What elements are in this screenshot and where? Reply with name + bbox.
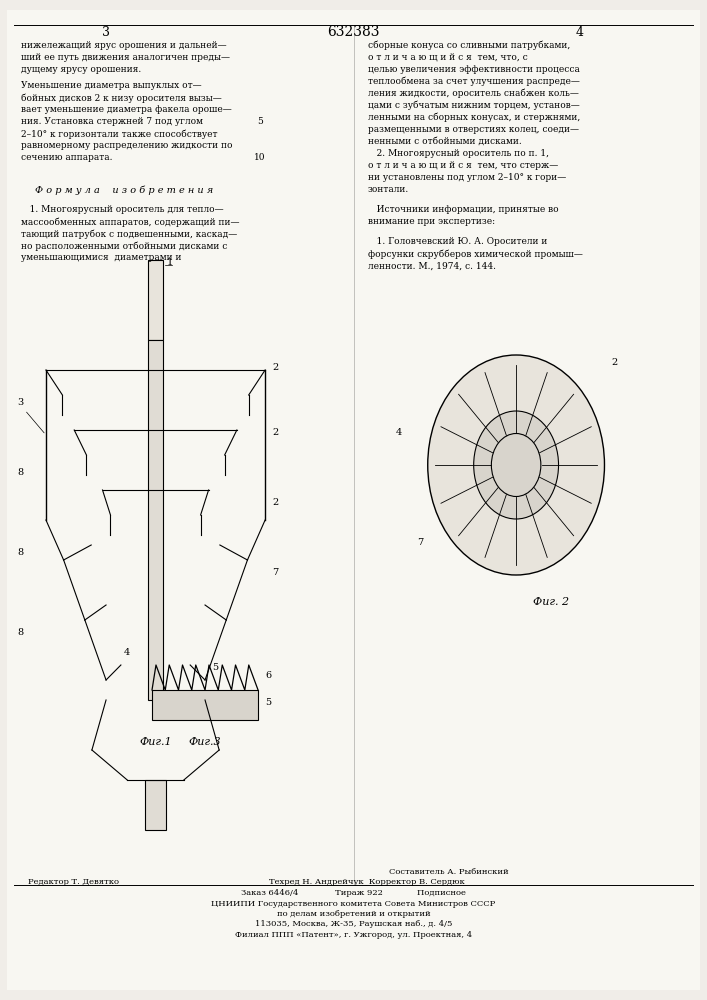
Text: о т л и ч а ю щ и й с я  тем, что, с: о т л и ч а ю щ и й с я тем, что, с <box>368 52 527 62</box>
Text: 1: 1 <box>167 258 173 267</box>
Text: Ф о р м у л а    и з о б р е т е н и я: Ф о р м у л а и з о б р е т е н и я <box>35 185 214 195</box>
Text: по делам изобретений и открытий: по делам изобретений и открытий <box>276 910 431 918</box>
Text: 3: 3 <box>102 25 110 38</box>
Text: теплообмена за счет улучшения распреде—: теплообмена за счет улучшения распреде— <box>368 76 580 86</box>
Text: 3: 3 <box>18 398 24 407</box>
Text: 2: 2 <box>272 428 279 437</box>
FancyBboxPatch shape <box>152 690 258 720</box>
Text: но расположенными отбойными дисками с: но расположенными отбойными дисками с <box>21 241 228 251</box>
Text: 2: 2 <box>272 498 279 507</box>
Text: дущему ярусу орошения.: дущему ярусу орошения. <box>21 64 141 74</box>
FancyBboxPatch shape <box>148 260 163 340</box>
Text: о т л и ч а ю щ и й с я  тем, что стерж—: о т л и ч а ю щ и й с я тем, что стерж— <box>368 160 558 169</box>
Text: 2. Многоярусный ороситель по п. 1,: 2. Многоярусный ороситель по п. 1, <box>368 148 549 157</box>
Text: 7: 7 <box>417 538 423 547</box>
Text: Техред Н. Андрейчук  Корректор В. Сердюк: Техред Н. Андрейчук Корректор В. Сердюк <box>269 878 464 886</box>
Text: ЦНИИПИ Государственного комитета Совета Министров СССР: ЦНИИПИ Государственного комитета Совета … <box>211 900 496 908</box>
Text: ленности. М., 1974, с. 144.: ленности. М., 1974, с. 144. <box>368 261 496 270</box>
Text: Заказ 6446/4              Тираж 922             Подписное: Заказ 6446/4 Тираж 922 Подписное <box>241 889 466 897</box>
Text: 6: 6 <box>265 670 271 680</box>
Text: Фиг.3: Фиг.3 <box>189 737 221 747</box>
Text: сечению аппарата.: сечению аппарата. <box>21 153 112 162</box>
Text: массообменных аппаратов, содержащий пи—: массообменных аппаратов, содержащий пи— <box>21 217 240 227</box>
Text: Уменьшение диаметра выпуклых от—: Уменьшение диаметра выпуклых от— <box>21 82 201 91</box>
Text: равномерному распределению жидкости по: равномерному распределению жидкости по <box>21 141 233 150</box>
Text: 632383: 632383 <box>327 25 380 39</box>
Text: ления жидкости, ороситель снабжен коль—: ления жидкости, ороситель снабжен коль— <box>368 88 578 98</box>
Ellipse shape <box>428 355 604 575</box>
Text: ния. Установка стержней 7 под углом: ния. Установка стержней 7 под углом <box>21 117 203 126</box>
Text: зонтали.: зонтали. <box>368 184 409 194</box>
Text: тающий патрубок с подвешенными, каскад—: тающий патрубок с подвешенными, каскад— <box>21 229 238 239</box>
Text: 4: 4 <box>124 648 130 657</box>
Text: вает уменьшение диаметра факела ороше—: вает уменьшение диаметра факела ороше— <box>21 105 232 114</box>
Text: 2: 2 <box>612 358 618 367</box>
Text: внимание при экспертизе:: внимание при экспертизе: <box>368 218 495 227</box>
FancyBboxPatch shape <box>145 780 166 830</box>
Text: 4: 4 <box>396 428 402 437</box>
Text: нижележащий ярус орошения и дальней—: нижележащий ярус орошения и дальней— <box>21 40 227 49</box>
Text: уменьшающимися  диаметрами и: уменьшающимися диаметрами и <box>21 253 182 262</box>
Text: бойных дисков 2 к низу оросителя вызы—: бойных дисков 2 к низу оросителя вызы— <box>21 93 222 103</box>
Text: Фиг.1: Фиг.1 <box>139 737 172 747</box>
Text: 1. Головчевский Ю. А. Оросители и: 1. Головчевский Ю. А. Оросители и <box>368 237 547 246</box>
Text: размещенными в отверстиях колец, соеди—: размещенными в отверстиях колец, соеди— <box>368 124 578 133</box>
Text: 5: 5 <box>265 698 271 707</box>
Text: 4: 4 <box>575 25 584 38</box>
Text: 10: 10 <box>255 152 266 161</box>
Text: Составитель А. Рыбинский: Составитель А. Рыбинский <box>389 868 508 876</box>
Text: 5: 5 <box>257 116 263 125</box>
Text: 5: 5 <box>212 663 218 672</box>
Text: ленными на сборных конусах, и стержнями,: ленными на сборных конусах, и стержнями, <box>368 112 580 122</box>
Text: 113035, Москва, Ж-35, Раушская наб., д. 4/5: 113035, Москва, Ж-35, Раушская наб., д. … <box>255 920 452 928</box>
FancyBboxPatch shape <box>148 340 163 700</box>
Text: цами с зубчатым нижним торцем, установ—: цами с зубчатым нижним торцем, установ— <box>368 100 580 110</box>
Text: 2: 2 <box>272 363 279 372</box>
Text: Филиал ППП «Патент», г. Ужгород, ул. Проектная, 4: Филиал ППП «Патент», г. Ужгород, ул. Про… <box>235 931 472 939</box>
Text: Редактор Т. Девятко: Редактор Т. Девятко <box>28 878 119 886</box>
Ellipse shape <box>491 434 541 496</box>
Text: ни установлены под углом 2–10° к гори—: ни установлены под углом 2–10° к гори— <box>368 172 566 182</box>
Text: 8: 8 <box>18 548 24 557</box>
Text: Фиг. 2: Фиг. 2 <box>533 597 570 607</box>
Text: 7: 7 <box>272 568 279 577</box>
FancyBboxPatch shape <box>7 10 700 990</box>
Text: сборные конуса со сливными патрубками,: сборные конуса со сливными патрубками, <box>368 40 570 50</box>
Text: 1. Многоярусный ороситель для тепло—: 1. Многоярусный ороситель для тепло— <box>21 206 224 215</box>
Text: ненными с отбойными дисками.: ненными с отбойными дисками. <box>368 136 521 145</box>
Text: ший ее путь движения аналогичен преды—: ший ее путь движения аналогичен преды— <box>21 52 230 62</box>
Text: целью увеличения эффективности процесса: целью увеличения эффективности процесса <box>368 64 580 74</box>
Text: 8: 8 <box>18 628 24 637</box>
Text: форсунки скрубберов химической промыш—: форсунки скрубберов химической промыш— <box>368 249 583 259</box>
Text: Источники информации, принятые во: Источники информации, принятые во <box>368 206 559 215</box>
Text: 2–10° к горизонтали также способствует: 2–10° к горизонтали также способствует <box>21 129 218 139</box>
Text: 8: 8 <box>18 468 24 477</box>
Ellipse shape <box>474 411 559 519</box>
